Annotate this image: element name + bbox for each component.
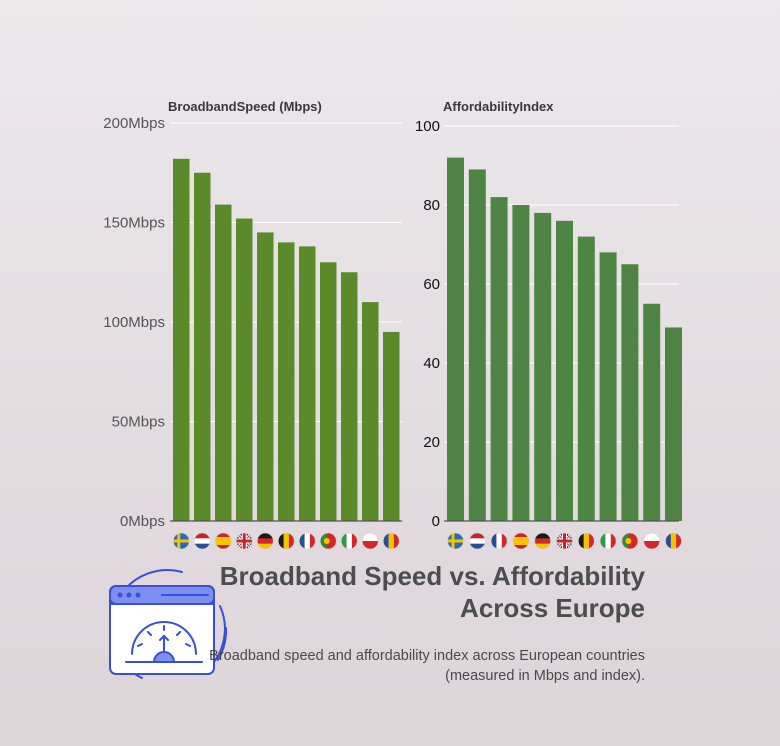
flag-poland-icon — [362, 532, 379, 550]
flag-belgium-icon — [278, 532, 295, 550]
chart-2-title: AffordabilityIndex — [443, 99, 554, 114]
flag-italy-icon — [341, 532, 358, 550]
bar-belgium — [577, 236, 595, 521]
bar-belgium — [278, 242, 295, 521]
y-tick-label: 40 — [423, 355, 440, 372]
flag-united-kingdom-icon — [556, 532, 573, 550]
bar-france — [490, 197, 508, 521]
y-tick-label: 0 — [432, 513, 440, 530]
y-tick-label: 0Mbps — [120, 513, 165, 530]
bar-united-kingdom — [236, 218, 253, 521]
flag-poland-icon — [643, 532, 660, 550]
flag-germany-icon — [534, 532, 551, 550]
chart-2: AffordabilityIndex 0 20 40 60 80 100 — [415, 99, 682, 550]
bar-portugal — [320, 262, 337, 521]
bar-portugal — [621, 264, 639, 521]
y-tick-label: 60 — [423, 276, 440, 293]
flag-netherlands-icon — [194, 532, 211, 550]
bar-united-kingdom — [556, 220, 573, 522]
bar-france — [299, 246, 316, 521]
y-tick-label: 80 — [423, 197, 440, 214]
y-tick-label: 100 — [415, 118, 440, 135]
bar-sweden — [173, 158, 190, 521]
flag-romania-icon — [665, 532, 682, 550]
flag-france-icon — [490, 532, 508, 550]
bar-poland — [643, 303, 661, 521]
bar-italy — [599, 252, 617, 521]
bar-germany — [534, 212, 552, 521]
flag-united-kingdom-icon — [236, 532, 253, 550]
flag-sweden-icon — [447, 532, 464, 550]
bar-italy — [341, 272, 358, 521]
flag-netherlands-icon — [469, 532, 486, 550]
chart-1: BroadbandSpeed (Mbps) 0Mbps 50Mbps 100Mbps 1… — [103, 99, 402, 550]
bar-germany — [257, 232, 274, 521]
subtitle: Broadband speed and affordability index … — [209, 648, 645, 684]
bar-romania — [383, 331, 400, 521]
bar-netherlands — [468, 169, 486, 521]
bar-spain — [215, 204, 232, 521]
flag-belgium-icon — [578, 532, 595, 550]
y-tick-label: 20 — [423, 434, 440, 451]
flag-france-icon — [299, 532, 316, 550]
bar-romania — [665, 327, 682, 521]
flag-spain-icon — [215, 532, 232, 550]
flag-germany-icon — [257, 532, 274, 550]
flag-romania-icon — [383, 532, 400, 550]
y-tick-label: 150Mbps — [103, 215, 165, 232]
y-tick-label: 50Mbps — [112, 414, 165, 431]
y-tick-label: 200Mbps — [103, 115, 165, 132]
main-title: Broadband Speed vs. Affordability Across… — [219, 561, 645, 623]
chart-1-title: BroadbandSpeed (Mbps) — [168, 99, 322, 114]
flag-italy-icon — [599, 532, 617, 550]
flag-sweden-icon — [173, 532, 190, 550]
title-block: Broadband Speed vs. Affordability Across… — [185, 560, 645, 686]
flag-portugal-icon — [621, 532, 639, 550]
bar-sweden — [447, 157, 464, 521]
bar-poland — [362, 302, 379, 521]
browser-speedometer-icon — [108, 569, 228, 679]
bar-spain — [512, 205, 530, 521]
flag-spain-icon — [512, 532, 530, 550]
y-tick-label: 100Mbps — [103, 314, 165, 331]
flag-portugal-icon — [320, 532, 337, 550]
bar-netherlands — [194, 172, 211, 521]
